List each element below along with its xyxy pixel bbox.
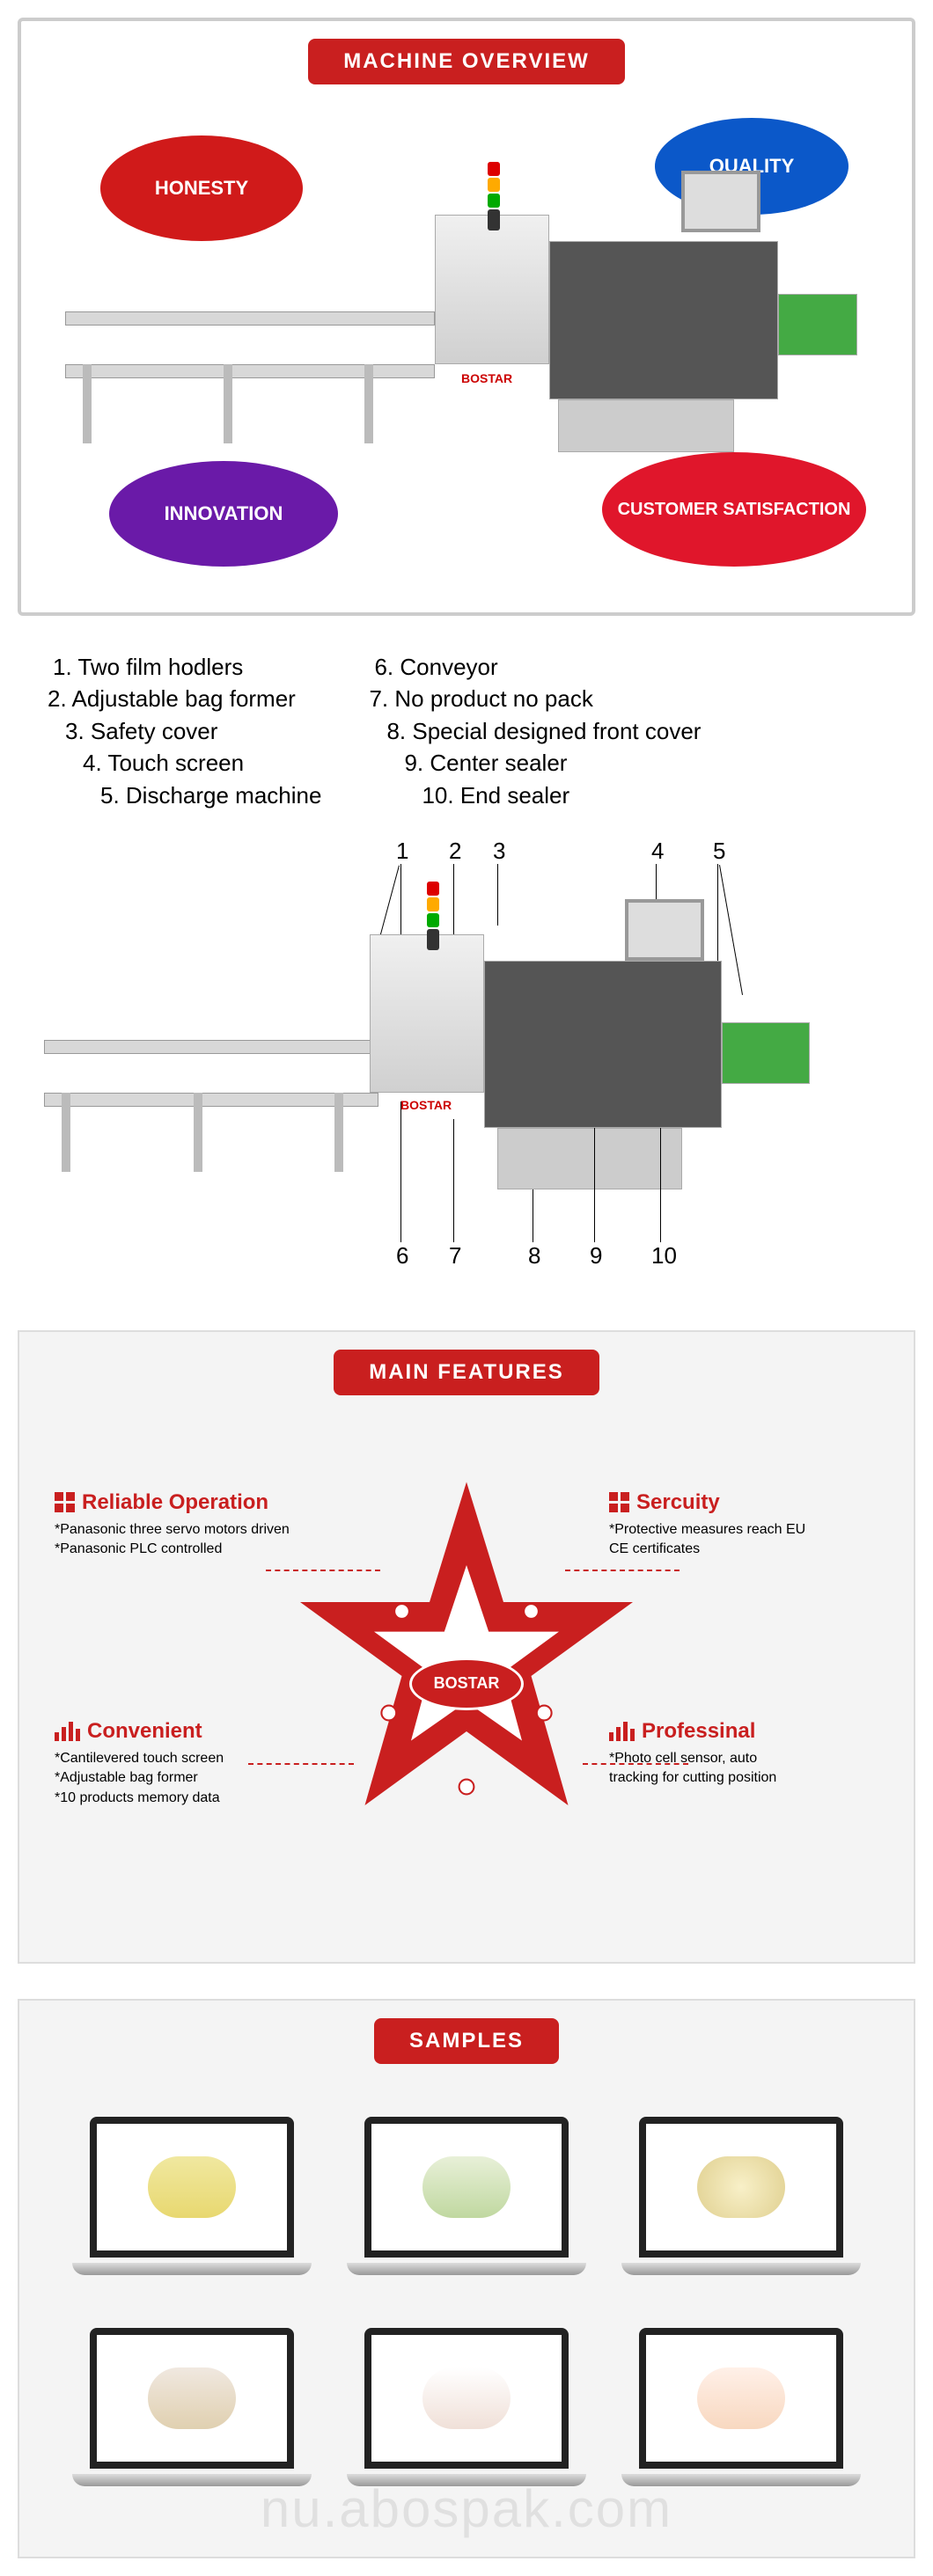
part-item: 9. Center sealer xyxy=(374,747,701,779)
star-center-label: BOSTAR xyxy=(409,1658,524,1710)
machine-illustration: BOSTAR xyxy=(65,135,857,443)
sample-item xyxy=(347,2117,586,2293)
parts-diagram: 1 2 3 4 5 BOSTAR 6 7 8 9 10 xyxy=(18,838,915,1295)
feature-line: *10 products memory data xyxy=(55,1789,336,1808)
sample-item xyxy=(621,2328,861,2504)
part-item: 1. Two film hodlers xyxy=(53,651,321,683)
sample-item xyxy=(621,2117,861,2293)
features-title: MAIN FEATURES xyxy=(334,1350,599,1395)
feature-security: Sercuity *Protective measures reach EU C… xyxy=(609,1490,891,1560)
feature-line: *Panasonic three servo motors driven xyxy=(55,1520,336,1540)
samples-title: SAMPLES xyxy=(374,2018,559,2064)
part-item: 6. Conveyor xyxy=(374,651,701,683)
pack-icon xyxy=(148,2156,236,2218)
sample-item xyxy=(347,2328,586,2504)
badge-label: INNOVATION xyxy=(165,502,283,525)
samples-panel: SAMPLES nu.abospak.com xyxy=(18,1999,915,2558)
badge-customer: CUSTOMER SATISFACTION xyxy=(602,452,866,567)
feature-title: Sercuity xyxy=(609,1490,891,1515)
callout: 1 xyxy=(396,838,408,865)
feature-title-text: Sercuity xyxy=(636,1490,720,1515)
badge-label: CUSTOMER SATISFACTION xyxy=(618,500,851,520)
callout: 2 xyxy=(449,838,461,865)
part-item: 3. Safety cover xyxy=(53,715,321,747)
feature-title-text: Reliable Operation xyxy=(82,1490,268,1515)
callout: 7 xyxy=(449,1242,461,1270)
grid-icon xyxy=(609,1492,629,1512)
callout: 6 xyxy=(396,1242,408,1270)
pack-icon xyxy=(697,2156,785,2218)
parts-col-left: 1. Two film hodlers 2. Adjustable bag fo… xyxy=(53,651,321,811)
overview-title-wrap: MACHINE OVERVIEW xyxy=(39,39,894,84)
parts-section: 1. Two film hodlers 2. Adjustable bag fo… xyxy=(18,651,915,1295)
feature-line: CE certificates xyxy=(609,1540,891,1559)
callout: 9 xyxy=(590,1242,602,1270)
callout: 8 xyxy=(528,1242,540,1270)
callout: 5 xyxy=(713,838,725,865)
parts-col-right: 6. Conveyor 7. No product no pack 8. Spe… xyxy=(374,651,701,811)
feature-title: Reliable Operation xyxy=(55,1490,336,1515)
feature-line: *Cantilevered touch screen xyxy=(55,1749,336,1768)
feature-reliable: Reliable Operation *Panasonic three serv… xyxy=(55,1490,336,1560)
feature-line: *Panasonic PLC controlled xyxy=(55,1540,336,1559)
part-item: 7. No product no pack xyxy=(374,683,701,714)
feature-title: Professinal xyxy=(609,1719,891,1744)
pack-icon xyxy=(422,2367,511,2429)
samples-title-wrap: SAMPLES xyxy=(37,2018,896,2064)
features-title-wrap: MAIN FEATURES xyxy=(37,1350,896,1395)
part-item: 5. Discharge machine xyxy=(53,779,321,811)
pack-icon xyxy=(422,2156,511,2218)
overview-panel: MACHINE OVERVIEW HONESTY QUALITY INNOVAT… xyxy=(18,18,915,616)
callout: 3 xyxy=(493,838,505,865)
callout: 4 xyxy=(651,838,664,865)
part-item: 10. End sealer xyxy=(374,779,701,811)
part-item: 2. Adjustable bag former xyxy=(53,683,321,714)
sample-item xyxy=(72,2117,312,2293)
part-item: 4. Touch screen xyxy=(53,747,321,779)
bars-icon xyxy=(55,1722,80,1741)
feature-professional: Professinal *Photo cell sensor, auto tra… xyxy=(609,1719,891,1789)
feature-title-text: Professinal xyxy=(642,1719,755,1744)
brand-label: BOSTAR xyxy=(461,371,512,385)
parts-columns: 1. Two film hodlers 2. Adjustable bag fo… xyxy=(18,651,915,811)
overview-title: MACHINE OVERVIEW xyxy=(308,39,625,84)
grid-icon xyxy=(55,1492,75,1512)
features-panel: MAIN FEATURES BOSTAR Reliable Operation … xyxy=(18,1330,915,1964)
callout: 10 xyxy=(651,1242,677,1270)
pack-icon xyxy=(697,2367,785,2429)
samples-grid xyxy=(37,2064,896,2504)
feature-title: Convenient xyxy=(55,1719,336,1744)
feature-title-text: Convenient xyxy=(87,1719,202,1744)
sample-item xyxy=(72,2328,312,2504)
brand-label: BOSTAR xyxy=(400,1098,452,1112)
feature-convenient: Convenient *Cantilevered touch screen *A… xyxy=(55,1719,336,1808)
feature-line: *Adjustable bag former xyxy=(55,1768,336,1788)
feature-line: tracking for cutting position xyxy=(609,1768,891,1788)
badge-innovation: INNOVATION xyxy=(109,461,338,567)
feature-line: *Photo cell sensor, auto xyxy=(609,1749,891,1768)
pack-icon xyxy=(148,2367,236,2429)
bars-icon xyxy=(609,1722,635,1741)
feature-line: *Protective measures reach EU xyxy=(609,1520,891,1540)
part-item: 8. Special designed front cover xyxy=(374,715,701,747)
